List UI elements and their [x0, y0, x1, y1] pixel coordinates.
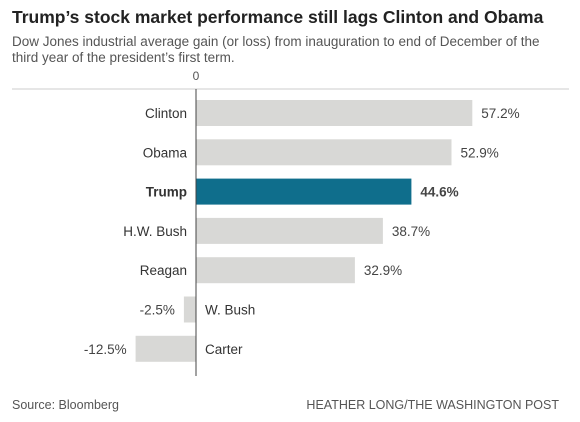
category-label: Carter — [205, 342, 243, 357]
bar-reagan — [196, 257, 355, 284]
bar-obama — [196, 139, 452, 166]
category-label: Trump — [146, 185, 187, 200]
zero-tick-label: 0 — [193, 69, 200, 83]
category-label: Clinton — [145, 106, 187, 121]
category-label: Obama — [143, 145, 188, 160]
category-label: W. Bush — [205, 303, 255, 318]
chart-title: Trump’s stock market performance still l… — [12, 7, 544, 27]
category-label: H.W. Bush — [123, 224, 187, 239]
bar-trump — [196, 178, 412, 205]
bar-h-w-bush — [196, 217, 383, 244]
value-label: 44.6% — [420, 185, 458, 200]
value-label: 57.2% — [481, 106, 519, 121]
bar-w-bush — [183, 296, 196, 323]
value-label: -2.5% — [140, 303, 175, 318]
value-label: 38.7% — [392, 224, 430, 239]
category-label: Reagan — [140, 263, 187, 278]
credit-line: HEATHER LONG/THE WASHINGTON POST — [306, 398, 559, 412]
bar-carter — [135, 335, 196, 362]
chart-subtitle: Dow Jones industrial average gain (or lo… — [12, 34, 540, 65]
value-label: -12.5% — [84, 342, 127, 357]
value-label: 52.9% — [461, 145, 499, 160]
bar-clinton — [196, 100, 473, 126]
value-label: 32.9% — [364, 263, 402, 278]
source-note: Source: Bloomberg — [12, 398, 120, 412]
